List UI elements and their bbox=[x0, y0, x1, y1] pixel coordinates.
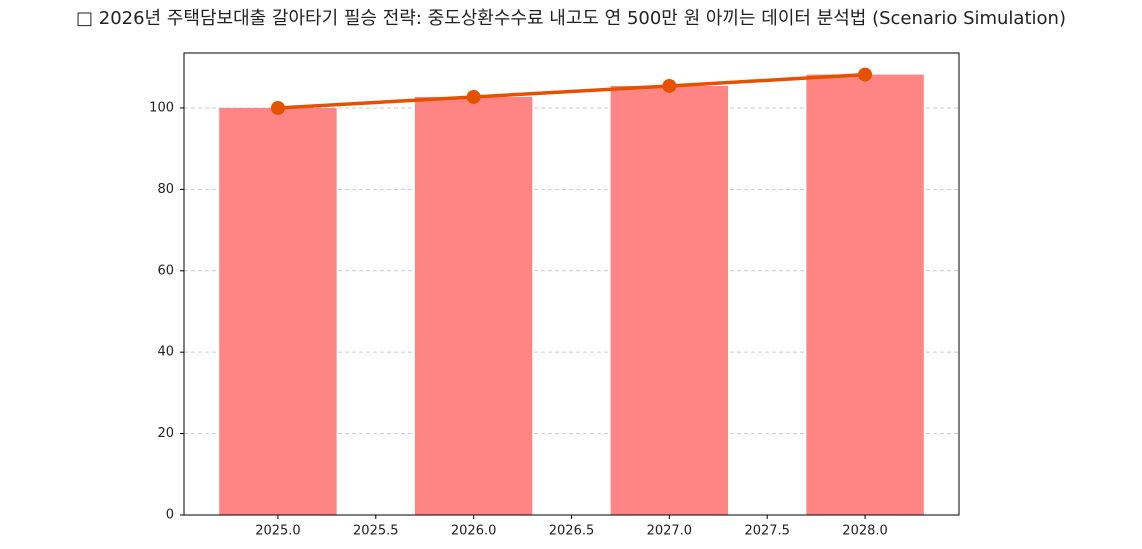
chart-title: □ 2026년 주택담보대출 갈아타기 필승 전략: 중도상환수수료 내고도 연… bbox=[76, 8, 1066, 29]
x-tick-label: 2027.0 bbox=[647, 524, 693, 539]
x-tick-label: 2028.0 bbox=[842, 524, 888, 539]
y-tick-label: 0 bbox=[166, 508, 174, 523]
bar bbox=[610, 85, 729, 516]
x-tick-label: 2027.5 bbox=[744, 524, 790, 539]
bar bbox=[414, 96, 533, 515]
y-tick-label: 20 bbox=[157, 426, 174, 441]
plot-frame bbox=[183, 52, 960, 516]
x-tick-label: 2026.5 bbox=[549, 524, 595, 539]
line-point bbox=[662, 78, 677, 93]
x-tick-label: 2025.0 bbox=[255, 524, 301, 539]
y-tick-label: 80 bbox=[157, 182, 174, 197]
x-tick-label: 2026.0 bbox=[451, 524, 497, 539]
line-point bbox=[270, 100, 285, 115]
line-point bbox=[466, 89, 481, 104]
y-tick-label: 60 bbox=[157, 263, 174, 278]
line bbox=[277, 72, 866, 110]
x-tick-label: 2025.5 bbox=[353, 524, 399, 539]
y-tick-label: 40 bbox=[157, 345, 174, 360]
line-point bbox=[858, 67, 873, 82]
y-tick-label: 100 bbox=[149, 100, 174, 115]
bar bbox=[219, 107, 337, 515]
bar bbox=[806, 74, 924, 515]
